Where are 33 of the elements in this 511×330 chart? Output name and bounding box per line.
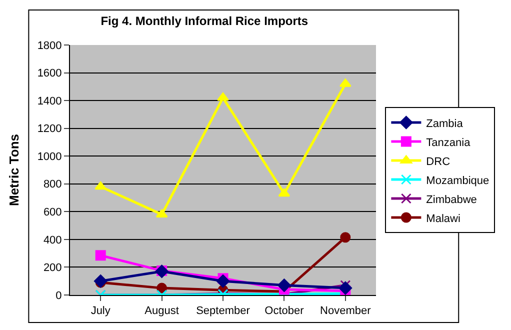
point [94, 181, 107, 190]
y-tick-label: 1600 [37, 68, 62, 80]
x-tick-label: November [320, 305, 372, 318]
y-tick-label: 0 [56, 290, 62, 302]
y-tick-label: 1400 [37, 95, 62, 108]
point [278, 278, 291, 292]
y-tick-label: 1800 [37, 40, 62, 52]
legend-label: Zimbabwe [426, 194, 477, 206]
y-tick-label: 200 [43, 262, 62, 274]
chart-title: Fig 4. Monthly Informal Rice Imports [100, 14, 308, 28]
y-tick-label: 1200 [37, 123, 62, 136]
legend-label: DRC [426, 156, 450, 168]
point [278, 188, 290, 197]
point [94, 274, 108, 288]
point [216, 274, 230, 288]
point [338, 281, 352, 295]
legend-label: Mozambique [426, 174, 490, 187]
point [156, 282, 168, 294]
legend-label: Tanzania [426, 136, 472, 149]
y-tick-label: 400 [43, 234, 62, 246]
x-tick-label: August [144, 305, 179, 318]
legend-label: Zambia [426, 118, 464, 130]
y-tick-label: 600 [43, 206, 62, 219]
y-axis-title: Metric Tons [6, 134, 22, 206]
x-tick-label: October [264, 305, 304, 318]
y-tick-label: 800 [43, 178, 62, 191]
point [217, 92, 229, 101]
x-tick-label: September [196, 305, 250, 318]
point [340, 232, 351, 243]
y-tick-label: 1000 [37, 150, 62, 163]
x-tick-label: July [90, 305, 111, 318]
point [95, 250, 106, 261]
legend-label: Malawi [426, 212, 460, 225]
